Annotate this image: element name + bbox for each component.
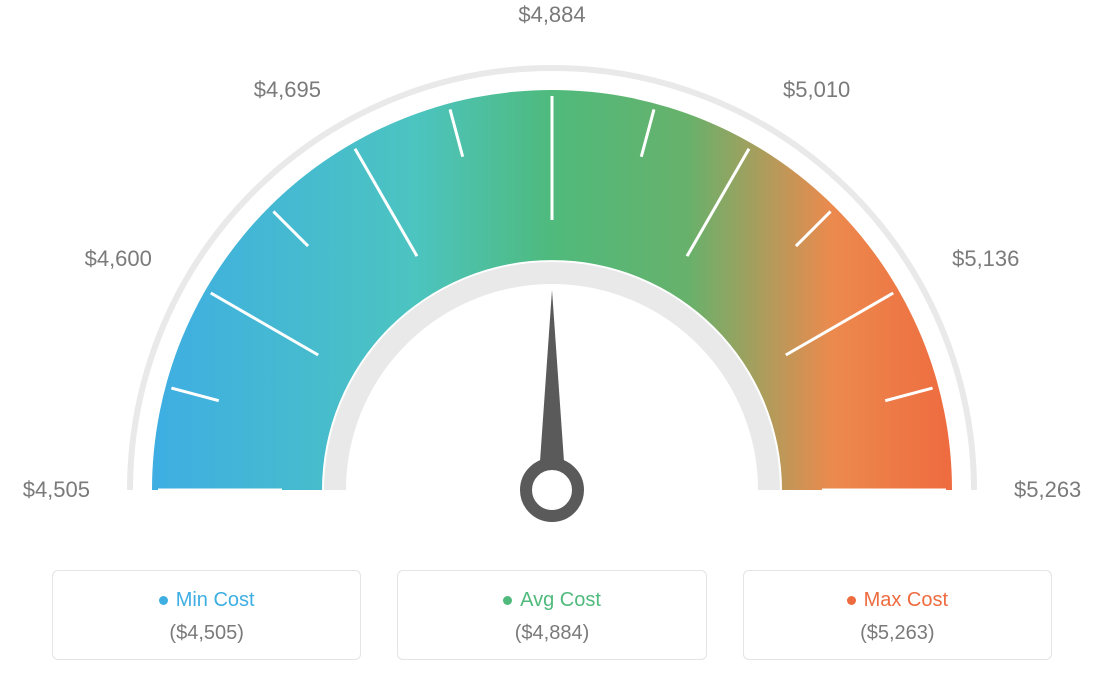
legend-value-max: ($5,263) (754, 622, 1041, 645)
legend-label-max: Max Cost (864, 589, 948, 611)
legend-value-min: ($4,505) (63, 622, 350, 645)
legend-box-max: Max Cost ($5,263) (743, 570, 1052, 660)
gauge-tick-label: $5,263 (1014, 477, 1081, 503)
legend-box-avg: Avg Cost ($4,884) (397, 570, 706, 660)
gauge-tick-label: $4,884 (518, 2, 585, 28)
gauge-tick-label: $4,505 (23, 477, 90, 503)
legend-value-avg: ($4,884) (408, 622, 695, 645)
gauge-svg (20, 20, 1084, 540)
legend-title-avg: Avg Cost (408, 589, 695, 612)
legend-title-max: Max Cost (754, 589, 1041, 612)
gauge-tick-label: $5,010 (783, 77, 850, 103)
gauge-tick-label: $4,695 (254, 77, 321, 103)
legend-row: Min Cost ($4,505) Avg Cost ($4,884) Max … (52, 570, 1052, 660)
gauge-tick-label: $4,600 (85, 246, 152, 272)
gauge-chart: $4,505$4,600$4,695$4,884$5,010$5,136$5,2… (20, 20, 1084, 540)
legend-dot-avg (503, 596, 512, 605)
legend-box-min: Min Cost ($4,505) (52, 570, 361, 660)
legend-dot-min (159, 596, 168, 605)
legend-title-min: Min Cost (63, 589, 350, 612)
legend-label-avg: Avg Cost (520, 589, 601, 611)
legend-dot-max (847, 596, 856, 605)
gauge-tick-label: $5,136 (952, 246, 1019, 272)
legend-label-min: Min Cost (176, 589, 255, 611)
